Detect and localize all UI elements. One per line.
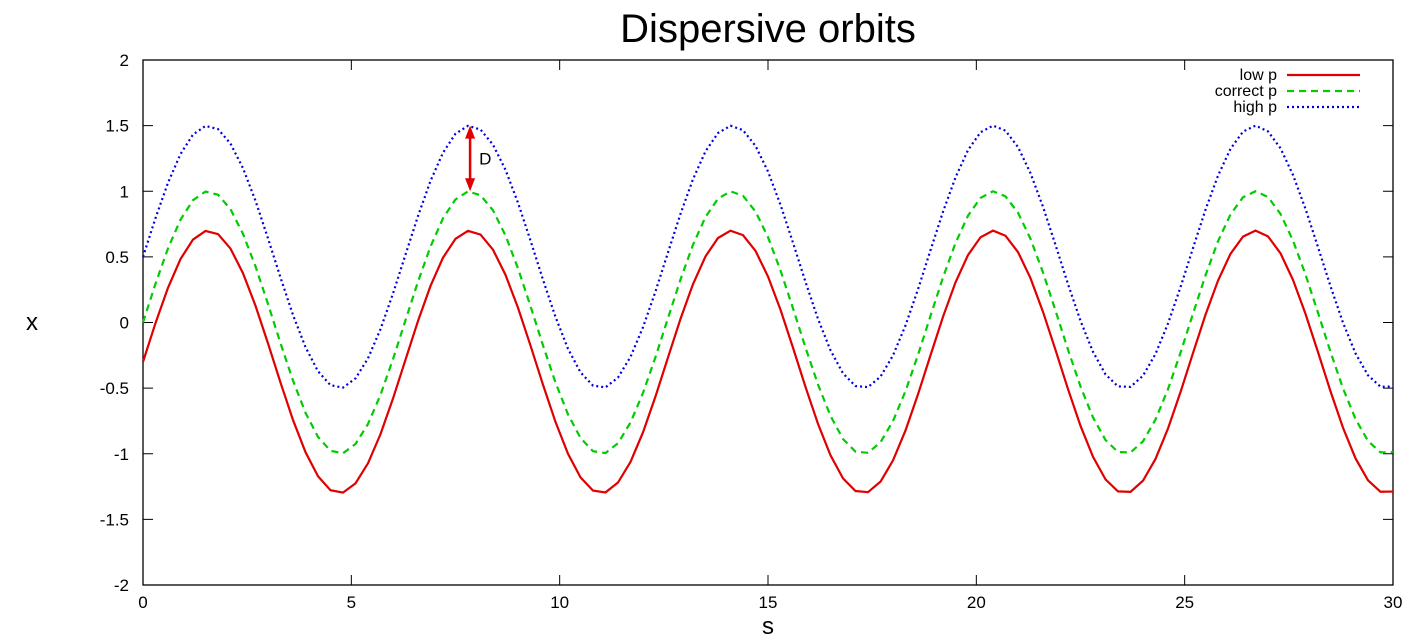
annotation-layer: D [465, 125, 491, 192]
y-tick-label: -1 [114, 445, 129, 464]
y-tick-label: 0.5 [105, 248, 129, 267]
x-tick-label: 30 [1384, 593, 1403, 612]
annotation-arrowhead-bottom [465, 178, 476, 192]
legend-label: high p [1233, 99, 1277, 116]
legend-label: low p [1240, 67, 1277, 84]
y-tick-label: -2 [114, 576, 129, 595]
series-line-high-p [141, 124, 1394, 389]
axis-ticks [142, 59, 1394, 586]
x-axis-title: s [762, 613, 774, 637]
chart-title: Dispersive orbits [620, 7, 916, 51]
x-tick-label: 0 [138, 593, 147, 612]
y-tick-label: 1.5 [105, 117, 129, 136]
legend-label: correct p [1215, 83, 1277, 100]
plot-frame [142, 59, 1394, 586]
y-tick-label: -0.5 [100, 379, 129, 398]
y-tick-label: 0 [120, 314, 129, 333]
x-tick-label: 20 [967, 593, 986, 612]
x-tick-label: 10 [550, 593, 569, 612]
y-axis-title: x [26, 309, 38, 336]
axis-tick-labels: 0 5 10 15 20 25 30 2 1.5 1 0.5 0 -0.5 -1 -1.5 -2 [100, 51, 1403, 612]
series-line-correct-p [141, 190, 1394, 455]
x-tick-label: 15 [759, 593, 778, 612]
y-tick-label: -1.5 [100, 510, 129, 529]
y-tick-label: 1 [120, 182, 129, 201]
annotation-arrowhead-top [465, 125, 476, 139]
series-layer [141, 124, 1394, 494]
y-tick-label: 2 [120, 51, 129, 70]
series-line-low-p [141, 229, 1394, 494]
x-tick-label: 25 [1175, 593, 1194, 612]
x-tick-label: 5 [347, 593, 356, 612]
annotation-label: D [479, 149, 491, 168]
